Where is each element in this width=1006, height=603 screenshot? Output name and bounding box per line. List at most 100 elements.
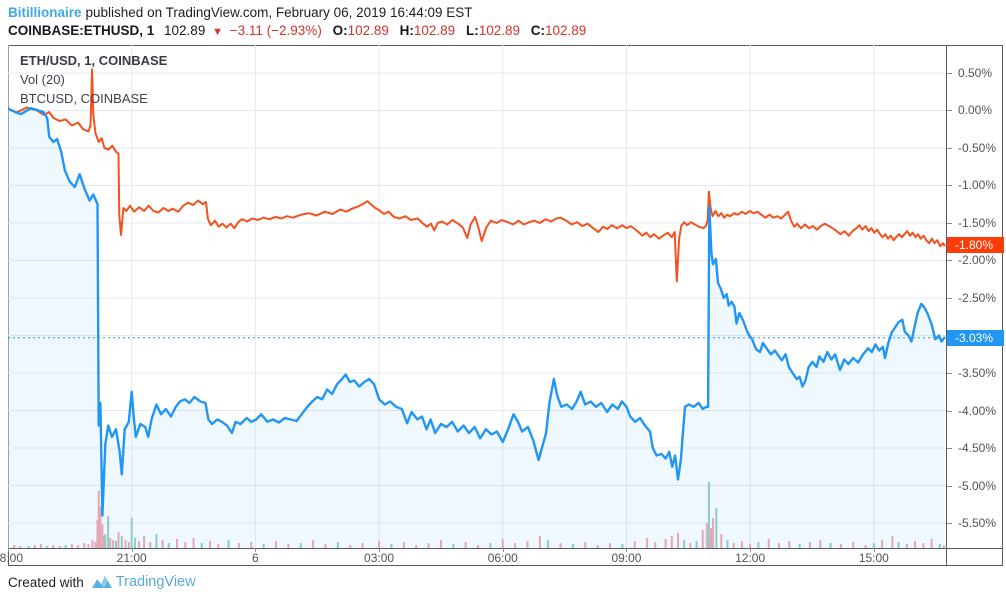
volume-bar	[262, 544, 265, 548]
volume-bar	[864, 545, 867, 548]
price-axis-tick	[947, 222, 952, 224]
volume-bar	[715, 508, 718, 548]
price-axis-label: -2.50%	[958, 291, 997, 305]
volume-bar	[881, 540, 884, 548]
volume-bar	[184, 542, 187, 548]
time-axis-label: 03:00	[364, 551, 395, 565]
chart-legend: ETH/USD, 1, COINBASE Vol (20) BTCUSD, CO…	[20, 51, 167, 108]
volume-bar	[217, 544, 220, 548]
volume-bar	[712, 518, 715, 548]
volume-bar	[101, 524, 104, 548]
volume-bar	[91, 540, 94, 548]
price-axis-tick	[947, 260, 952, 262]
volume-bar	[905, 544, 908, 548]
volume-bar	[584, 542, 587, 548]
volume-bar	[726, 540, 729, 548]
volume-bar	[130, 518, 133, 548]
volume-bar	[732, 543, 735, 548]
volume-bar	[155, 534, 158, 548]
time-axis-tick	[502, 548, 504, 552]
volume-bar	[143, 536, 146, 548]
volume-bar	[138, 541, 141, 548]
price-axis-label: -0.50%	[958, 140, 997, 155]
volume-bar	[621, 544, 624, 548]
volume-bar	[695, 541, 698, 548]
low-value: 102.89	[478, 23, 520, 38]
author-link[interactable]: Bitillionaire	[8, 5, 82, 20]
volume-bar	[664, 539, 667, 548]
time-axis-label: 09:00	[611, 551, 642, 565]
volume-bar	[46, 546, 49, 548]
volume-bar	[767, 539, 770, 548]
volume-bar	[891, 536, 894, 548]
price-down-triangle-icon: ▼	[212, 26, 223, 38]
volume-bar	[336, 542, 339, 548]
time-axis-label: 6	[252, 551, 259, 565]
plot-area[interactable]	[8, 45, 946, 548]
volume-bar	[788, 541, 791, 548]
volume-bar	[124, 540, 127, 548]
volume-bar	[161, 540, 164, 548]
price-axis-label: -4.50%	[958, 441, 997, 455]
volume-bar	[299, 543, 302, 548]
price-axis-tick	[947, 110, 952, 112]
volume-bar	[538, 536, 541, 548]
price-axis-tick	[947, 448, 952, 449]
volume-bar	[677, 533, 679, 548]
volume-bar	[83, 543, 86, 548]
volume-bar	[104, 534, 107, 548]
volume-bar	[571, 544, 574, 548]
volume-bar	[167, 543, 170, 548]
volume-bar	[808, 542, 811, 548]
volume-bar	[798, 544, 801, 548]
chart-frame	[8, 45, 1003, 566]
volume-bar	[39, 544, 42, 548]
tradingview-brand-link[interactable]: TradingView	[115, 574, 196, 590]
volume-bar	[689, 543, 692, 548]
price-axis-tick	[947, 523, 952, 525]
volume-bar	[477, 545, 480, 548]
legend-compare-symbol[interactable]: BTCUSD, COINBASE	[20, 91, 148, 106]
open-value: 102.89	[347, 23, 389, 38]
price-axis-label: -5.50%	[958, 516, 997, 531]
volume-bar	[646, 538, 649, 548]
volume-bar	[464, 542, 467, 548]
created-with-text: Created with	[8, 574, 84, 590]
volume-bar	[872, 543, 875, 548]
volume-bar	[942, 545, 945, 548]
time-axis-tick	[626, 548, 628, 552]
volume-bar	[209, 541, 212, 548]
volume-bar	[70, 544, 73, 548]
time-axis-separator	[8, 548, 1003, 549]
price-axis-tick	[947, 485, 952, 487]
volume-bar	[596, 545, 599, 548]
legend-main-symbol[interactable]: ETH/USD, 1, COINBASE	[20, 53, 168, 68]
volume-bar	[109, 538, 112, 548]
volume-bar	[378, 541, 381, 548]
last-price: 102.89	[164, 23, 206, 38]
volume-bar	[757, 542, 760, 548]
price-axis-label: 0.50%	[958, 65, 993, 80]
volume-bar	[192, 538, 195, 548]
low-label: L:	[465, 23, 479, 38]
legend-volume-study[interactable]: Vol (20)	[20, 72, 65, 87]
volume-bar	[749, 544, 752, 548]
price-axis-label: -1.50%	[958, 215, 997, 230]
footer: Created with TradingView	[8, 574, 196, 590]
volume-bar	[103, 536, 106, 548]
volume-bar	[87, 544, 90, 548]
volume-bar	[707, 482, 710, 548]
volume-bar	[64, 545, 67, 548]
eth-series-line	[8, 107, 946, 517]
time-axis-label: 21:00	[116, 551, 147, 565]
volume-bar	[701, 530, 704, 548]
published-text: published on TradingView.com, February 0…	[85, 5, 473, 20]
volume-bar	[547, 540, 550, 548]
price-axis-label: -2.00%	[958, 253, 997, 268]
time-axis-tick	[8, 548, 9, 552]
time-axis-tick	[131, 548, 133, 552]
time-axis-tick	[750, 548, 752, 552]
high-label: H:	[399, 23, 414, 38]
btc-price-badge: -1.80%	[947, 237, 1004, 254]
volume-bar	[670, 536, 673, 548]
